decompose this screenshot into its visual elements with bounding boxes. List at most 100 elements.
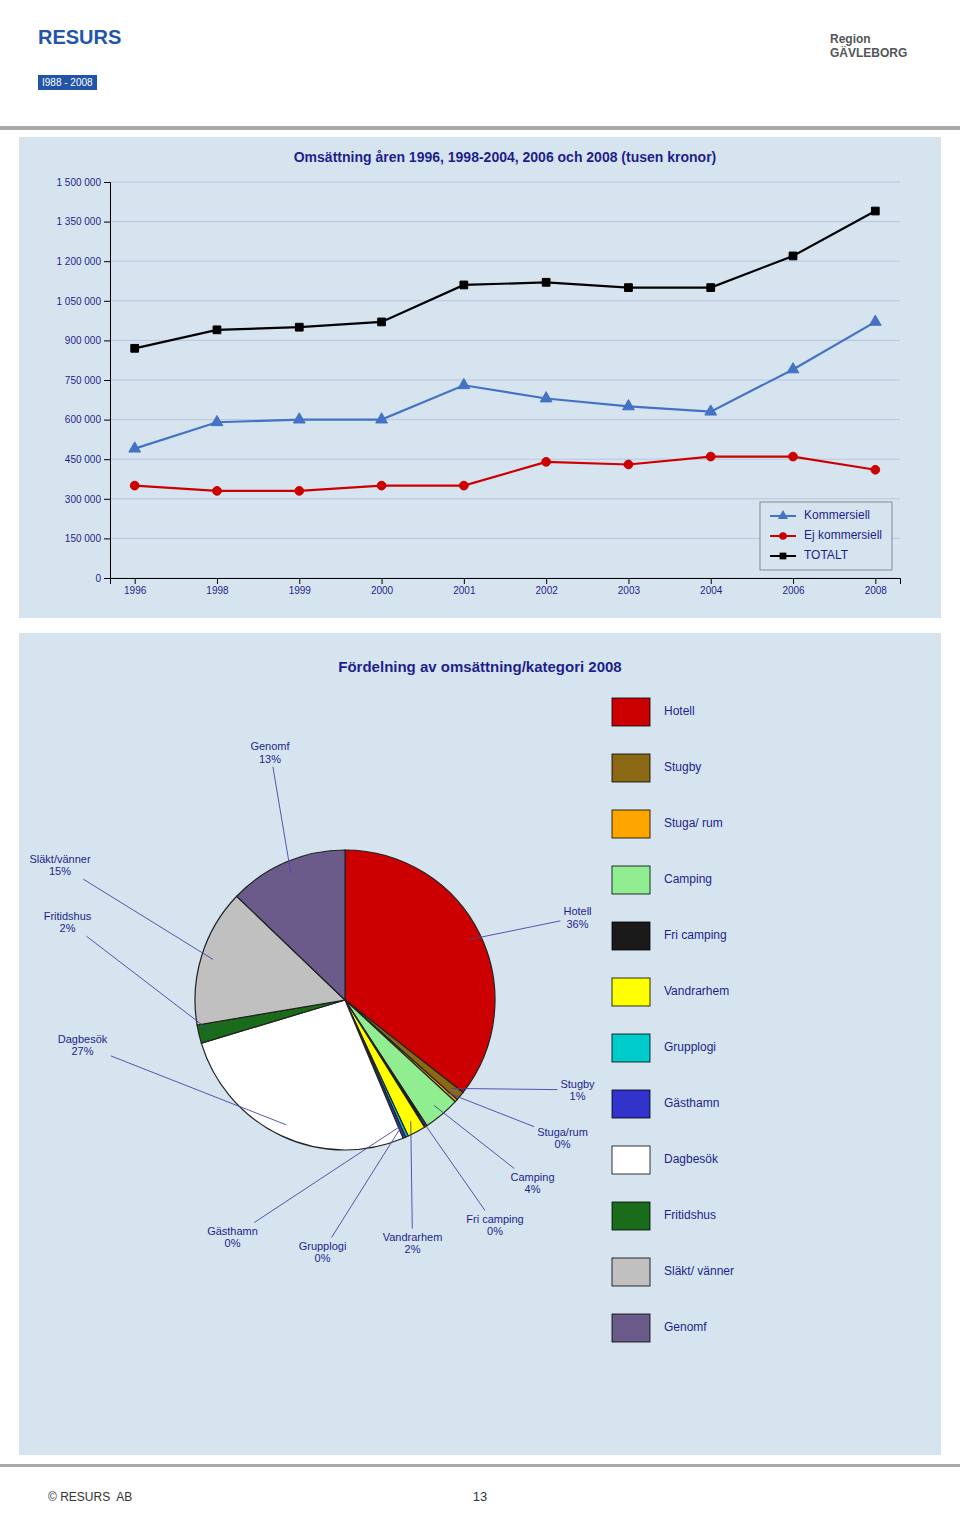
tick: 1996 — [124, 578, 147, 596]
data-label: Dagbesök27% — [58, 1033, 108, 1058]
series-line — [135, 211, 876, 348]
point — [293, 413, 305, 423]
leader-line — [83, 879, 213, 959]
tick-mark — [104, 301, 110, 302]
chart-title: Fördelning av omsättning/kategori 2008 — [338, 658, 621, 675]
text-line: GÄVLEBORG — [830, 45, 907, 60]
grid-line — [110, 380, 900, 381]
tick-mark — [104, 578, 110, 579]
legend-marker — [778, 510, 788, 519]
legend-marker — [779, 532, 787, 540]
slices — [195, 850, 495, 1150]
text-line: 36% — [566, 918, 588, 930]
point — [459, 481, 468, 490]
point — [707, 284, 715, 292]
tick-mark — [299, 578, 300, 584]
point — [131, 344, 139, 352]
tick: 2001 — [453, 578, 476, 596]
tick: 2003 — [618, 578, 641, 596]
tick-mark — [104, 380, 110, 381]
text-line: Stugby — [560, 1078, 595, 1090]
tick: 2006 — [782, 578, 805, 596]
legend-item: Vandrarhem — [612, 978, 729, 1006]
tick: 2002 — [536, 578, 559, 596]
point — [129, 442, 141, 452]
legend-label: Camping — [664, 872, 712, 886]
x-axis: 1996199819992000200120022003200420062008 — [111, 578, 901, 596]
tick-label: 1 350 000 — [57, 216, 102, 227]
tick-mark — [104, 459, 110, 460]
tick-label: 600 000 — [65, 414, 102, 425]
tick-mark — [793, 578, 794, 584]
tick-mark — [875, 578, 876, 584]
tick-mark — [217, 578, 218, 584]
page-number: 13 — [473, 1489, 487, 1504]
tick-mark — [711, 578, 712, 584]
leader-line — [411, 1121, 413, 1228]
point — [130, 481, 139, 490]
tick: 2000 — [371, 578, 394, 596]
tick: 1 350 000 — [57, 216, 111, 227]
tick: 0 — [95, 573, 110, 584]
grid-line — [110, 498, 900, 499]
legend-swatch — [612, 978, 650, 1006]
tick: 1999 — [289, 578, 312, 596]
legend-swatch — [612, 810, 650, 838]
text-line: 2% — [405, 1243, 421, 1255]
badge-background — [38, 75, 97, 90]
tick-mark — [104, 182, 110, 183]
tick-label: 150 000 — [65, 533, 102, 544]
legend-swatch — [612, 866, 650, 894]
text-line: 2% — [60, 922, 76, 934]
data-label: Vandrarhem2% — [383, 1231, 443, 1256]
point — [460, 281, 468, 289]
leader-line — [111, 1056, 286, 1125]
text-line: 0% — [487, 1225, 503, 1237]
legend-label: TOTALT — [804, 548, 849, 562]
leader-line — [451, 1088, 557, 1089]
text-line: Fri camping — [466, 1213, 523, 1225]
tick: 450 000 — [65, 454, 110, 465]
grid-line — [110, 221, 900, 222]
data-label: Grupplogi0% — [299, 1240, 347, 1265]
text-line: 15% — [49, 865, 71, 877]
text-line: Släkt/vänner — [29, 853, 90, 865]
data-label: Stugby1% — [560, 1078, 595, 1103]
line-chart: Omsättning åren 1996, 1998-2004, 2006 oc… — [57, 149, 901, 596]
data-label: Stuga/rum0% — [537, 1126, 588, 1151]
legend-label: Genomf — [664, 1320, 707, 1334]
text-line: 27% — [71, 1045, 93, 1057]
point — [869, 315, 881, 325]
point — [789, 452, 798, 461]
point — [706, 452, 715, 461]
grid-line — [110, 419, 900, 420]
data-label: Camping4% — [510, 1171, 554, 1196]
data-label: Fritidshus2% — [44, 910, 92, 935]
leader-line — [434, 1105, 514, 1168]
text-line: Camping — [510, 1171, 554, 1183]
header: RESURSI988 - 2008RegionGÄVLEBORG — [38, 26, 907, 90]
legend-item: Stugby — [612, 754, 701, 782]
separator — [0, 126, 960, 130]
legend-label: Stuga/ rum — [664, 816, 723, 830]
point — [378, 318, 386, 326]
legend-label: Gästhamn — [664, 1096, 719, 1110]
tick-label: 2003 — [618, 585, 641, 596]
tick: 2004 — [700, 578, 723, 596]
page: RESURSI988 - 2008RegionGÄVLEBORG© RESURS… — [0, 0, 960, 1526]
logo-text: RESURS — [38, 26, 121, 48]
tick-mark — [546, 578, 547, 584]
text-line: 0% — [225, 1237, 241, 1249]
text-line: 4% — [525, 1183, 541, 1195]
legend-swatch — [612, 1314, 650, 1342]
tick-label: 1998 — [206, 585, 229, 596]
tick: 1998 — [206, 578, 229, 596]
legend: KommersiellEj kommersiellTOTALT — [760, 502, 892, 570]
legend-item: Camping — [612, 866, 712, 894]
legend-swatch — [612, 1202, 650, 1230]
leader-line — [419, 1116, 485, 1210]
leader-lines — [83, 767, 560, 1238]
text-line: Genomf — [250, 740, 290, 752]
grid-line — [110, 300, 900, 301]
tick-mark — [628, 578, 629, 584]
